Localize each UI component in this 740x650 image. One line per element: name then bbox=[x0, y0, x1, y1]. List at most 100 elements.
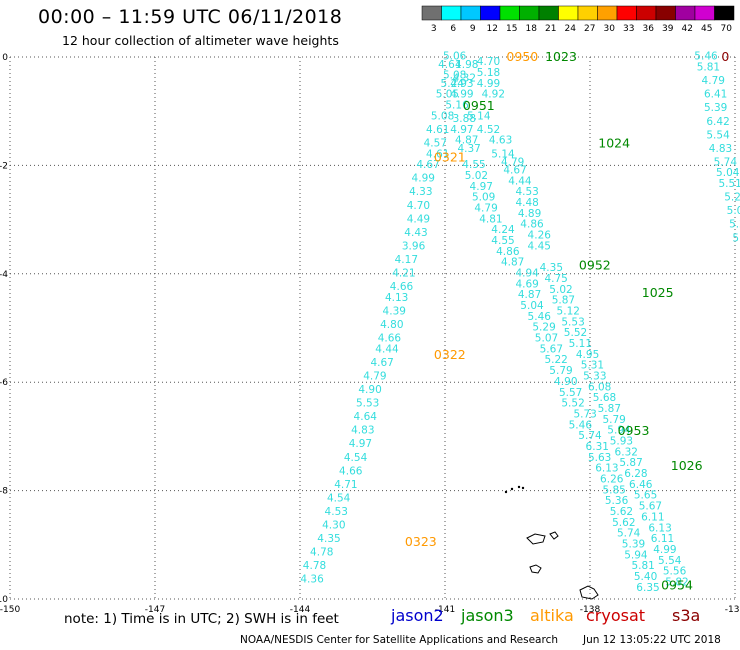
swh-value-label: 4.67 bbox=[503, 165, 526, 177]
swh-value-label: 4.90 bbox=[358, 384, 381, 396]
swh-value-label: 5.52 bbox=[561, 398, 584, 410]
swh-value-label: 5.36 bbox=[605, 495, 629, 507]
swh-value-label: 5.94 bbox=[607, 425, 631, 437]
swh-value-label: 5.53 bbox=[561, 316, 584, 328]
swh-value-label: 4.79 bbox=[474, 202, 497, 214]
track-time-label: 0954 bbox=[661, 577, 693, 592]
swh-value-label: 6.28 bbox=[624, 468, 647, 480]
colorbar-swatch bbox=[694, 5, 715, 21]
swh-value-label: 4.87 bbox=[455, 135, 478, 147]
swh-value-label: 5.79 bbox=[549, 365, 572, 377]
swh-value-label: 5.79 bbox=[602, 414, 625, 426]
x-tick-label: -150 bbox=[0, 605, 20, 615]
colorbar-swatch bbox=[441, 5, 462, 21]
swh-value-label: 4.86 bbox=[520, 219, 544, 231]
swh-value-label: 4.83 bbox=[351, 425, 374, 437]
swh-value-label: 5.2 bbox=[724, 192, 740, 204]
legend-s3a: s3a bbox=[672, 606, 701, 625]
swh-value-label: 4.75 bbox=[544, 273, 567, 285]
swh-value-label: 4.33 bbox=[409, 186, 432, 198]
swh-value-label: 5.74 bbox=[578, 430, 602, 442]
swh-value-label: 5.31 bbox=[581, 360, 604, 372]
colorbar-swatch bbox=[616, 5, 637, 21]
swh-value-label: 4.67 bbox=[370, 357, 393, 369]
swh-value-label: 4.61 bbox=[426, 124, 449, 136]
chart-subtitle: 12 hour collection of altimeter wave hei… bbox=[62, 33, 339, 48]
y-tick-label: -8 bbox=[0, 487, 8, 497]
track-time-label: 0950 bbox=[506, 49, 538, 64]
swh-value-label: 6.11 bbox=[651, 533, 674, 545]
track-time-label: 0951 bbox=[463, 98, 495, 113]
x-tick-label: -141 bbox=[435, 605, 455, 615]
swh-value-label: 5.46 bbox=[569, 419, 593, 431]
x-tick-label: -144 bbox=[290, 605, 311, 615]
track-time-label: 1026 bbox=[671, 458, 703, 473]
swh-value-label: 5.81 bbox=[631, 560, 654, 572]
swh-value-label: 5.67 bbox=[639, 501, 662, 513]
swh-value-label: 5.57 bbox=[559, 387, 582, 399]
swh-value-label: 5.16 bbox=[445, 99, 469, 111]
swh-value-label: 4.63 bbox=[489, 135, 512, 147]
swh-value-label: 4.13 bbox=[385, 292, 408, 304]
swh-value-label: 4.86 bbox=[496, 246, 520, 258]
y-tick-label: 0 bbox=[2, 53, 8, 63]
colorbar-swatch bbox=[421, 5, 442, 21]
colorbar-tick-label: 30 bbox=[604, 24, 616, 34]
colorbar-swatch bbox=[577, 5, 598, 21]
swh-value-label: 4.97 bbox=[349, 438, 372, 450]
swh-value-label: 4.95 bbox=[576, 349, 599, 361]
y-tick-label: -2 bbox=[0, 161, 8, 171]
swh-value-label: 5.68 bbox=[593, 392, 616, 404]
y-tick-label: -6 bbox=[0, 378, 8, 388]
swh-value-label: 5.46 bbox=[528, 311, 552, 323]
x-tick-label: -147 bbox=[145, 605, 165, 615]
track-time-label: 0321 bbox=[434, 149, 466, 164]
colorbar-swatch bbox=[499, 5, 520, 21]
colorbar-tick-label: 9 bbox=[470, 24, 476, 34]
swh-value-label: 4.83 bbox=[709, 143, 732, 155]
swh-value-label: 4.66 bbox=[378, 333, 402, 345]
swh-value-label: 4.44 bbox=[375, 343, 399, 355]
swh-value-label: 4.69 bbox=[515, 278, 538, 290]
swh-value-label: 5.87 bbox=[552, 295, 575, 307]
swh-value-label: 6.13 bbox=[648, 522, 671, 534]
swh-value-label: 6.42 bbox=[706, 116, 729, 128]
swh-value-label: 6.35 bbox=[636, 582, 659, 594]
colorbar-tick-label: 45 bbox=[701, 24, 712, 34]
track-time-label: 0322 bbox=[434, 347, 466, 362]
swh-value-label: 5.53 bbox=[356, 398, 379, 410]
swh-value-label: 4.79 bbox=[501, 156, 524, 168]
swh-value-label: 4.43 bbox=[404, 227, 427, 239]
swh-value-label: 5.08 bbox=[431, 110, 454, 122]
island-outline bbox=[529, 564, 542, 574]
swh-value-label: 5.73 bbox=[573, 408, 596, 420]
island-dot bbox=[521, 486, 525, 490]
swh-value-label: 4.66 bbox=[339, 465, 363, 477]
swh-value-label: 4.99 bbox=[653, 544, 676, 556]
swh-value-label: 5.33 bbox=[583, 370, 606, 382]
swh-value-label: 6.31 bbox=[586, 441, 609, 453]
swh-value-label: 5.87 bbox=[619, 457, 642, 469]
swh-value-label: 5.24 bbox=[441, 78, 465, 90]
swh-value-label: 4.53 bbox=[515, 186, 538, 198]
swh-value-label: 5.09 bbox=[472, 192, 495, 204]
swh-value-label: 6.32 bbox=[615, 446, 638, 458]
swh-value-label: 4.78 bbox=[310, 547, 333, 559]
swh-value-label: 5.02 bbox=[549, 284, 572, 296]
swh-value-label: 4.48 bbox=[515, 197, 538, 209]
swh-value-label: 5.02 bbox=[465, 170, 488, 182]
swh-value-label: 4.55 bbox=[491, 235, 514, 247]
swh-value-label: 4.35 bbox=[317, 533, 340, 545]
swh-value-label: 5.82 bbox=[665, 576, 688, 588]
colorbar-tick-label: 12 bbox=[487, 24, 498, 34]
swh-value-label: 4.61 bbox=[438, 59, 461, 71]
swh-value-label: 4.87 bbox=[501, 257, 524, 269]
swh-value-label: 4.99 bbox=[450, 89, 473, 101]
swh-value-label: 4.52 bbox=[477, 124, 500, 136]
swh-value-label: 6.46 bbox=[629, 479, 653, 491]
swh-value-label: 4.90 bbox=[554, 376, 577, 388]
colorbar-tick-label: 15 bbox=[506, 24, 517, 34]
y-tick-label: -4 bbox=[0, 270, 8, 280]
swh-value-label: 5.54 bbox=[658, 555, 682, 567]
swh-value-label: 5.14 bbox=[467, 110, 491, 122]
